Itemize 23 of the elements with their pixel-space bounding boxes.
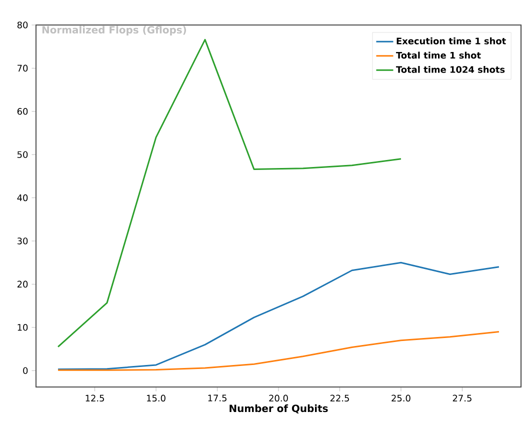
x-tick-label: 20.0	[269, 394, 288, 402]
y-tick-label: 50	[18, 151, 28, 158]
legend-label: Total time 1 shot	[396, 52, 481, 59]
y-tick-label: 30	[18, 238, 28, 244]
x-tick-label: 22.5	[330, 394, 349, 402]
legend-label: Total time 1024 shots	[396, 66, 505, 73]
x-tick-label: 15.0	[147, 394, 166, 402]
x-tick-label: 12.5	[86, 394, 104, 402]
y-tick-label: 20	[17, 280, 28, 288]
x-tick-label: 17.5	[208, 394, 226, 402]
y-tick-label: 40	[17, 194, 28, 202]
y-tick-label: 10	[18, 324, 28, 331]
x-tick-label: 27.5	[452, 394, 472, 402]
y-axis-title: Normalized Flops (Gflops)	[42, 26, 186, 36]
x-axis-title: Number of Qubits	[230, 404, 328, 414]
y-tick-label: 0	[23, 367, 28, 374]
y-tick-label: 60	[17, 108, 28, 115]
x-tick-label: 25.0	[392, 394, 410, 402]
y-tick-label: 70	[18, 64, 28, 72]
y-tick-label: 80	[17, 22, 28, 28]
legend-label: Execution time 1 shot	[396, 37, 506, 44]
line-series	[57, 262, 500, 370]
line-series	[57, 330, 500, 371]
